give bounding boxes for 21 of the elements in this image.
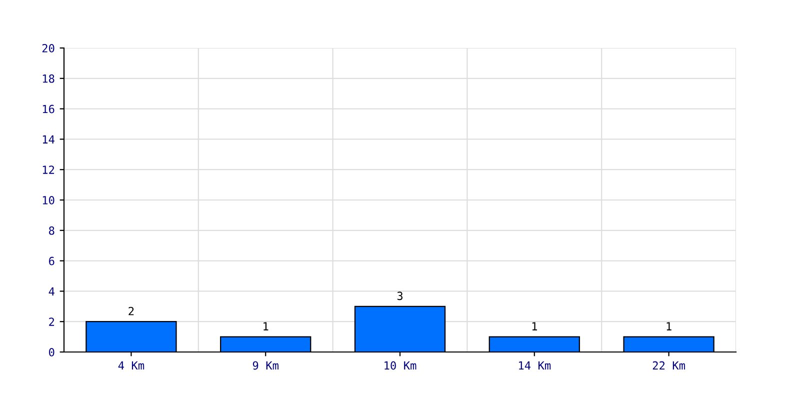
y-tick-label: 4 (48, 287, 54, 296)
x-tick-label: 4 Km (118, 361, 144, 370)
y-tick-label: 10 (42, 196, 54, 204)
y-tick-label: 18 (42, 74, 54, 83)
x-tick-label: 10 Km (384, 361, 416, 370)
x-tick-label: 9 Km (252, 361, 278, 370)
data-label: 3 (397, 292, 403, 300)
y-tick-label: 16 (42, 104, 54, 114)
data-label: 1 (666, 322, 672, 330)
x-tick-label: 22 Km (652, 361, 685, 370)
y-tick-label: 8 (48, 226, 54, 235)
y-tick-label: 20 (42, 44, 54, 52)
data-label: 2 (128, 306, 134, 316)
y-tick-label: 6 (49, 256, 54, 266)
y-tick-label: 14 (42, 135, 54, 144)
x-tick-label: 14 Km (519, 361, 551, 370)
y-tick-label: 12 (42, 166, 54, 174)
y-tick-label: 2 (49, 318, 54, 326)
y-tick-label: 0 (49, 348, 54, 356)
data-label: 1 (532, 322, 537, 330)
data-label: 1 (264, 322, 268, 330)
